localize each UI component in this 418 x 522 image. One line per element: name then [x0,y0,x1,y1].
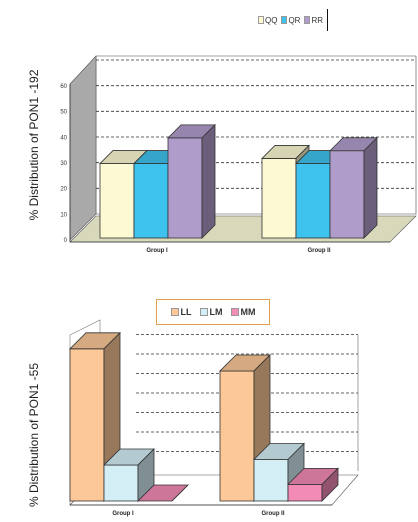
bar-rr-1 [167,123,216,239]
chart-1-ylabel: % Distribution of PON1 -192 [27,69,41,220]
y-tick-label: 40 [60,135,67,141]
legend-swatch-ll [170,308,179,316]
y-tick-label: 10 [60,212,67,218]
legend-label-qr: QR [288,15,301,25]
side-wall [69,55,97,241]
chart-1-legend: QQ QR RR [258,8,329,32]
chart-2-legend: LL LM MM [156,299,270,325]
legend-divider [327,9,329,31]
chart-1-bars [99,123,378,239]
y-tick-label: 60 [60,84,67,90]
y-tick-label: 20 [60,187,67,193]
legend-label-mm: MM [240,307,256,317]
legend-label-qq: QQ [265,15,278,25]
legend-label-rr: RR [311,15,324,25]
legend-swatch-rr [304,16,311,24]
y-tick-label: 30 [60,161,67,167]
chart-1-tick-labels: 0 10 20 30 40 50 60 [60,84,67,244]
legend-label-ll: LL [180,307,192,317]
category-label: Group I [146,248,168,254]
legend-swatch-qq [258,16,264,24]
legend-swatch-mm [230,308,239,316]
category-label: Group II [308,248,331,254]
legend-swatch-qr [281,16,288,24]
chart-1-category-labels: Group I Group II [146,248,331,254]
y-tick-label: 50 [60,110,67,116]
legend-label-lm: LM [209,307,223,317]
bar-rr-2 [329,136,378,239]
legend-swatch-lm [199,308,208,316]
y-tick-label: 0 [64,238,68,244]
